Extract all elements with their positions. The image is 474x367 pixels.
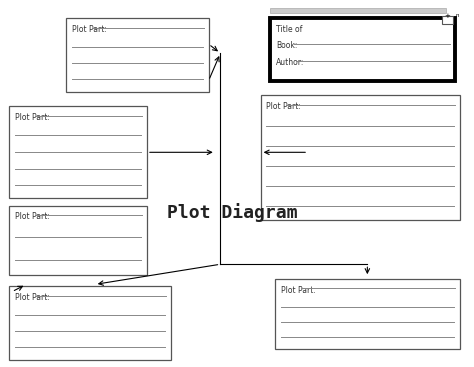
Bar: [66, 18, 209, 92]
Text: Book:: Book:: [276, 41, 297, 51]
Text: Plot Part:: Plot Part:: [15, 113, 50, 122]
Bar: [9, 106, 147, 198]
Bar: [270, 18, 455, 81]
Text: Plot Part:: Plot Part:: [15, 212, 50, 221]
Text: +: +: [445, 13, 450, 19]
Bar: [261, 95, 460, 220]
Text: Plot Part:: Plot Part:: [281, 286, 316, 295]
Text: Plot Diagram: Plot Diagram: [167, 203, 298, 222]
Bar: [275, 279, 460, 349]
Text: Title of: Title of: [276, 25, 302, 34]
Text: n: n: [456, 12, 459, 18]
Text: Plot Part:: Plot Part:: [15, 293, 50, 302]
Text: Author:: Author:: [276, 58, 304, 67]
Bar: [442, 16, 453, 24]
Bar: [9, 206, 147, 275]
Text: Plot Part:: Plot Part:: [72, 25, 107, 34]
Bar: [270, 8, 446, 13]
Bar: [9, 286, 171, 360]
Text: Plot Part:: Plot Part:: [266, 102, 301, 111]
